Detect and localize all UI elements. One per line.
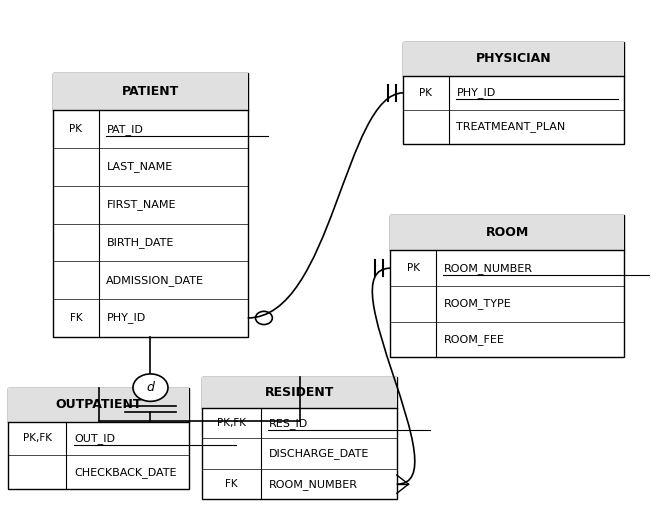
Text: BIRTH_DATE: BIRTH_DATE (106, 237, 174, 248)
Text: PHY_ID: PHY_ID (456, 87, 495, 98)
Text: ROOM_TYPE: ROOM_TYPE (443, 298, 511, 309)
Text: FK: FK (70, 313, 82, 323)
Text: LAST_NAME: LAST_NAME (106, 161, 173, 172)
Text: ROOM_FEE: ROOM_FEE (443, 334, 505, 345)
Circle shape (133, 374, 168, 401)
Text: FK: FK (225, 479, 238, 489)
Text: RES_ID: RES_ID (268, 418, 308, 429)
Text: TREATMEANT_PLAN: TREATMEANT_PLAN (456, 121, 566, 132)
Text: OUTPATIENT: OUTPATIENT (55, 398, 142, 411)
Text: PATIENT: PATIENT (122, 85, 179, 98)
Text: ROOM: ROOM (486, 226, 529, 239)
Text: FIRST_NAME: FIRST_NAME (106, 199, 176, 210)
Text: d: d (146, 381, 154, 394)
Text: ROOM_NUMBER: ROOM_NUMBER (443, 263, 533, 274)
Text: PAT_ID: PAT_ID (106, 124, 143, 134)
Bar (53, 73, 248, 337)
Bar (391, 215, 624, 357)
Text: PK: PK (419, 88, 432, 98)
Text: PK: PK (406, 263, 419, 273)
Text: ROOM_NUMBER: ROOM_NUMBER (268, 479, 357, 490)
Text: OUT_ID: OUT_ID (74, 433, 115, 444)
Bar (391, 215, 624, 250)
Bar (202, 378, 397, 408)
Bar (403, 42, 624, 144)
Text: PK,FK: PK,FK (23, 433, 51, 444)
Text: PK,FK: PK,FK (217, 418, 246, 428)
Text: RESIDENT: RESIDENT (265, 386, 334, 399)
Bar (53, 73, 248, 110)
Text: PK: PK (70, 124, 83, 134)
Text: DISCHARGE_DATE: DISCHARGE_DATE (268, 448, 369, 459)
Bar (403, 42, 624, 76)
Bar (8, 388, 189, 422)
Bar (8, 388, 189, 489)
Text: PHYSICIAN: PHYSICIAN (476, 53, 551, 65)
Bar (202, 378, 397, 499)
Text: PHY_ID: PHY_ID (106, 313, 146, 323)
Text: CHECKBACK_DATE: CHECKBACK_DATE (74, 467, 176, 478)
Text: ADMISSION_DATE: ADMISSION_DATE (106, 275, 204, 286)
